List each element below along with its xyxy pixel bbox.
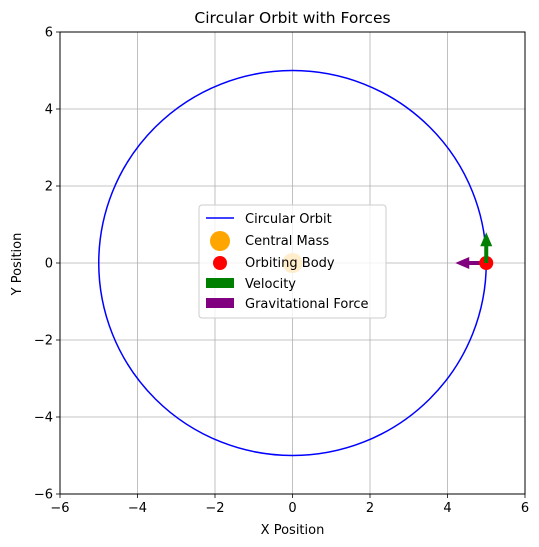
axis-ticks: −6 −4 −2 0 2 4 6 −6 −4 −2 0 2 4 6 <box>34 26 529 517</box>
gravitational-force-arrow <box>455 257 487 269</box>
legend-label-velocity: Velocity <box>245 277 296 292</box>
legend-label-central-mass: Central Mass <box>245 234 329 249</box>
legend-label-gravitational-force: Gravitational Force <box>245 297 369 312</box>
legend-box <box>198 204 387 319</box>
y-tick-label: −4 <box>34 411 53 426</box>
x-tick-label: 0 <box>288 501 296 516</box>
y-tick-label: 6 <box>45 26 53 41</box>
y-axis-title: Y Position <box>10 233 25 297</box>
legend-label-orbit: Circular Orbit <box>245 212 332 227</box>
legend: Circular Orbit Central Mass Orbiting Bod… <box>198 204 387 319</box>
x-tick-label: 4 <box>443 501 451 516</box>
legend-label-orbiting-body: Orbiting Body <box>245 256 335 271</box>
y-tick-label: 4 <box>45 103 53 118</box>
x-tick-label: −4 <box>128 501 147 516</box>
legend-velocity-patch <box>206 278 234 288</box>
y-tick-label: −2 <box>34 334 53 349</box>
y-tick-label: −6 <box>34 488 53 503</box>
x-tick-label: −6 <box>50 501 69 516</box>
x-tick-label: 6 <box>521 501 529 516</box>
x-axis-title: X Position <box>261 523 325 538</box>
velocity-arrow <box>480 232 493 263</box>
legend-orbiting-body-marker <box>213 256 227 270</box>
y-tick-label: 2 <box>45 180 53 195</box>
y-tick-label: 0 <box>45 257 53 272</box>
x-tick-label: 2 <box>366 501 374 516</box>
x-tick-label: −2 <box>205 501 224 516</box>
legend-central-mass-marker <box>210 231 230 251</box>
legend-gravitational-force-patch <box>206 298 234 308</box>
chart-title: Circular Orbit with Forces <box>194 9 390 27</box>
